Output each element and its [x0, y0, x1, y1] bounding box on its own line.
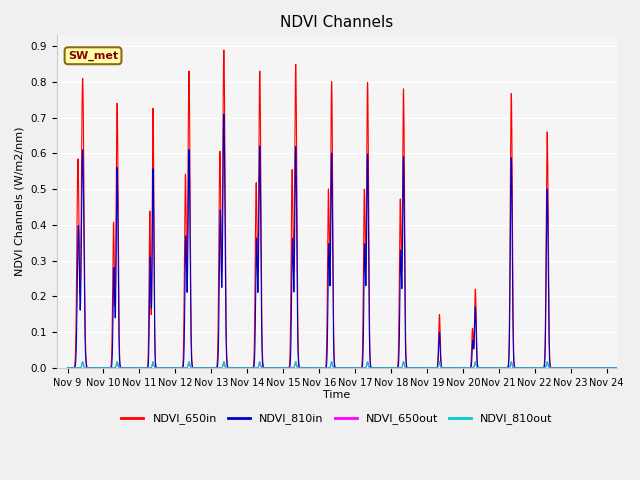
NDVI_810in	[610, 365, 618, 371]
NDVI_810out	[127, 365, 135, 371]
NDVI_650in	[550, 365, 557, 371]
NDVI_810in	[220, 111, 228, 117]
NDVI_650in	[160, 365, 168, 371]
NDVI_810out	[610, 365, 618, 371]
NDVI_810out	[571, 365, 579, 371]
NDVI_810in	[127, 365, 135, 371]
NDVI_650out	[610, 365, 618, 371]
NDVI_650out	[127, 365, 135, 371]
Line: NDVI_650out: NDVI_650out	[68, 362, 625, 368]
Legend: NDVI_650in, NDVI_810in, NDVI_650out, NDVI_810out: NDVI_650in, NDVI_810in, NDVI_650out, NDV…	[117, 409, 557, 429]
NDVI_810out	[113, 359, 121, 364]
NDVI_650in	[301, 365, 309, 371]
NDVI_650out	[550, 365, 557, 371]
NDVI_650out	[113, 359, 121, 365]
NDVI_650out	[301, 365, 309, 371]
NDVI_650in	[220, 47, 228, 53]
NDVI_810out	[621, 365, 628, 371]
Line: NDVI_810out: NDVI_810out	[68, 361, 625, 368]
Y-axis label: NDVI Channels (W/m2/nm): NDVI Channels (W/m2/nm)	[15, 127, 25, 276]
NDVI_810in	[64, 365, 72, 371]
X-axis label: Time: Time	[323, 390, 351, 400]
Line: NDVI_810in: NDVI_810in	[68, 114, 625, 368]
NDVI_650in	[582, 365, 590, 371]
NDVI_650in	[278, 365, 285, 371]
Line: NDVI_650in: NDVI_650in	[68, 50, 625, 368]
NDVI_650in	[64, 365, 72, 371]
NDVI_810in	[278, 365, 285, 371]
NDVI_810in	[550, 365, 557, 371]
NDVI_650in	[127, 365, 135, 371]
NDVI_810in	[160, 365, 168, 371]
NDVI_810out	[64, 365, 72, 371]
NDVI_810out	[550, 365, 557, 371]
NDVI_810out	[301, 365, 309, 371]
NDVI_650in	[610, 365, 618, 371]
NDVI_810out	[278, 365, 285, 371]
NDVI_650out	[621, 365, 628, 371]
NDVI_650out	[278, 365, 285, 371]
NDVI_810in	[301, 365, 309, 371]
NDVI_650out	[571, 365, 579, 371]
NDVI_650out	[161, 365, 168, 371]
Text: SW_met: SW_met	[68, 50, 118, 61]
Title: NDVI Channels: NDVI Channels	[280, 15, 394, 30]
NDVI_650out	[64, 365, 72, 371]
NDVI_810in	[580, 365, 588, 371]
NDVI_810in	[621, 365, 628, 371]
NDVI_650in	[621, 365, 628, 371]
NDVI_810out	[161, 365, 168, 371]
